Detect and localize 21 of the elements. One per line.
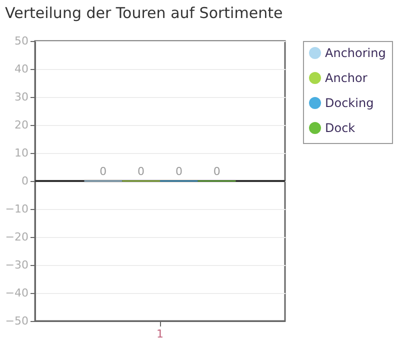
y-tick-label: 30 xyxy=(14,90,28,104)
y-tick-label: −20 xyxy=(5,230,28,244)
y-tick-label: 20 xyxy=(14,118,28,132)
data-label: 0 xyxy=(138,165,145,178)
y-tick-label: −10 xyxy=(5,202,28,216)
data-label: 0 xyxy=(100,165,107,178)
data-label: 0 xyxy=(175,165,182,178)
y-tick-label: −30 xyxy=(5,258,28,272)
y-tick-label: 40 xyxy=(14,62,28,76)
y-tick-label: 10 xyxy=(14,146,28,160)
y-tick-label: −50 xyxy=(5,314,28,328)
legend-label: Dock xyxy=(325,121,356,135)
chart-title: Verteilung der Touren auf Sortimente xyxy=(5,4,283,22)
data-label: 0 xyxy=(213,165,220,178)
y-tick-label: 0 xyxy=(22,174,28,188)
x-tick-label: 1 xyxy=(156,328,164,340)
y-tick-label: −40 xyxy=(5,286,28,300)
legend-label: Anchoring xyxy=(325,46,386,60)
legend-label: Docking xyxy=(325,96,374,110)
y-tick-label: 50 xyxy=(14,34,28,48)
legend-label: Anchor xyxy=(325,71,368,85)
